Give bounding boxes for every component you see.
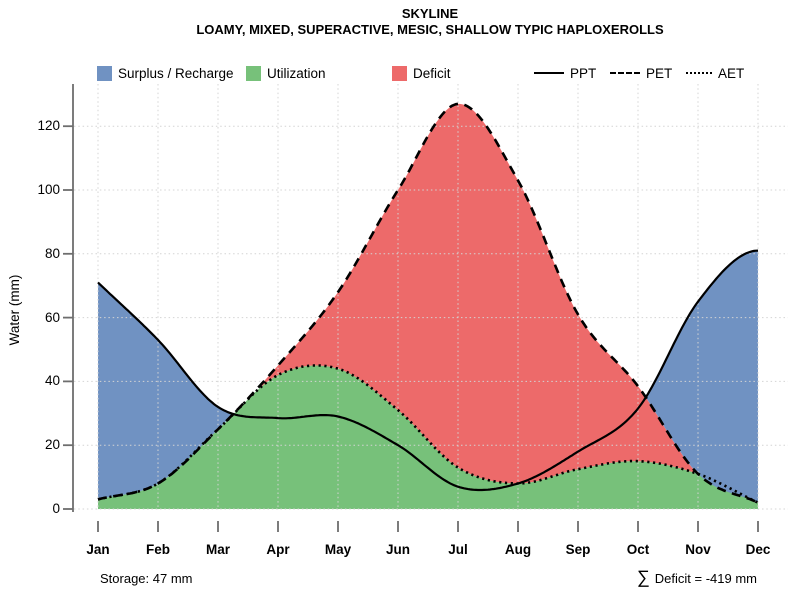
pet-curve: [97, 102, 759, 504]
y-tick-80: 80: [44, 246, 60, 261]
y-tick-20: 20: [44, 437, 60, 452]
utilization-swatch: [246, 65, 261, 81]
surplus-swatch: [97, 65, 112, 81]
chart-subtitle: LOAMY, MIXED, SUPERACTIVE, MESIC, SHALLO…: [196, 22, 664, 37]
summation-icon: ∑: [636, 567, 650, 587]
solid-line-icon: [534, 72, 564, 74]
legend-label-pet: PET: [646, 65, 673, 81]
month-label-feb: Feb: [145, 542, 171, 557]
month-label-jun: Jun: [385, 542, 411, 557]
month-label-nov: Nov: [685, 542, 711, 557]
legend-item-deficit: Deficit: [392, 65, 451, 81]
surplus-area: [646, 250, 758, 503]
legend-item-utilization: Utilization: [246, 65, 326, 81]
month-label-aug: Aug: [504, 542, 532, 557]
y-tick-0: 0: [52, 501, 60, 516]
ppt-curve: [97, 249, 759, 492]
deficit-sum-annotation: ∑ Deficit = -419 mm: [636, 567, 757, 587]
month-label-sep: Sep: [565, 542, 591, 557]
y-tick-120: 120: [37, 118, 60, 133]
month-label-apr: Apr: [266, 542, 290, 557]
month-label-may: May: [324, 542, 352, 557]
chart-title: SKYLINE: [401, 6, 459, 21]
legend-label-utilization: Utilization: [267, 65, 326, 81]
y-tick-100: 100: [37, 182, 60, 197]
legend-label-aet: AET: [718, 65, 745, 81]
month-label-jan: Jan: [86, 542, 110, 557]
legend-label-surplus: Surplus / Recharge: [118, 65, 234, 81]
y-tick-60: 60: [44, 310, 60, 325]
month-label-dec: Dec: [745, 542, 771, 557]
legend-item-surplus: Surplus / Recharge: [97, 65, 234, 81]
month-label-mar: Mar: [205, 542, 231, 557]
legend-item-aet: AET: [686, 65, 744, 81]
legend-label-deficit: Deficit: [413, 65, 451, 81]
legend-item-ppt: PPT: [534, 65, 596, 81]
deficit-sum-text: Deficit = -419 mm: [654, 571, 757, 586]
utilization-area: [98, 365, 758, 509]
month-label-oct: Oct: [626, 542, 650, 557]
month-label-jul: Jul: [448, 542, 468, 557]
legend-item-pet: PET: [610, 65, 672, 81]
y-tick-40: 40: [44, 373, 60, 388]
dotted-line-icon: [686, 72, 712, 74]
y-axis-label: Water (mm): [7, 274, 22, 346]
dashed-line-icon: [610, 72, 640, 74]
storage-annotation: Storage: 47 mm: [100, 571, 193, 586]
deficit-area: [261, 103, 695, 484]
legend-label-ppt: PPT: [570, 65, 597, 81]
deficit-swatch: [392, 65, 407, 81]
